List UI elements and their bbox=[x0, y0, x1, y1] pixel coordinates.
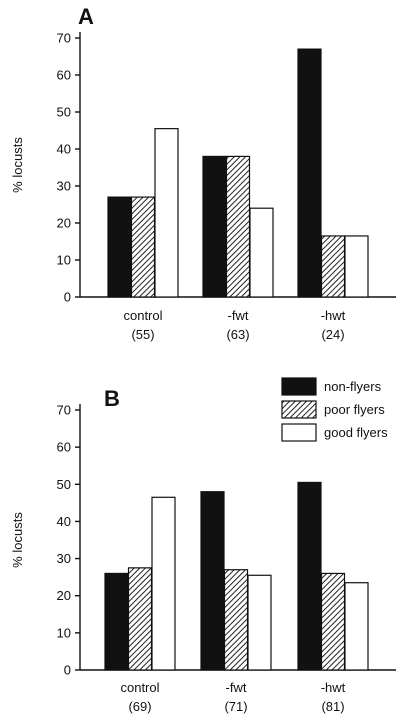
sample-size-label: (63) bbox=[226, 327, 249, 342]
bar-poor-flyers bbox=[320, 572, 346, 671]
category-label: -fwt bbox=[226, 680, 247, 695]
bar-good-flyers bbox=[249, 207, 274, 298]
y-tick-label: 10 bbox=[57, 625, 71, 640]
category-label: -hwt bbox=[321, 308, 346, 323]
y-tick-label: 30 bbox=[57, 551, 71, 566]
bar-poor-flyers bbox=[225, 155, 251, 298]
sample-size-label: (55) bbox=[131, 327, 154, 342]
sample-size-label: (71) bbox=[224, 699, 247, 714]
y-tick-label: 40 bbox=[57, 142, 71, 157]
bar-good-flyers bbox=[154, 128, 179, 298]
legend-label: poor flyers bbox=[324, 402, 385, 417]
bar-poor-flyers bbox=[320, 235, 346, 298]
y-tick-label: 20 bbox=[57, 216, 71, 231]
sample-size-label: (24) bbox=[321, 327, 344, 342]
y-tick-label: 60 bbox=[57, 440, 71, 455]
category-label: control bbox=[120, 680, 159, 695]
bar-poor-flyers bbox=[130, 196, 156, 298]
y-tick-label: 70 bbox=[57, 403, 71, 418]
bar-non-flyers bbox=[202, 155, 227, 298]
y-tick-label: 50 bbox=[57, 477, 71, 492]
bar-non-flyers bbox=[297, 48, 322, 298]
y-tick-label: 0 bbox=[64, 663, 71, 678]
bar-good-flyers bbox=[344, 582, 369, 671]
y-tick-label: 30 bbox=[57, 179, 71, 194]
category-label: control bbox=[123, 308, 162, 323]
panel-b-chart: B 0 10 20 30 40 50 60 70 % locusts control (69) -fwt… bbox=[10, 386, 396, 714]
bar-poor-flyers bbox=[223, 569, 249, 671]
sample-size-label: (81) bbox=[321, 699, 344, 714]
y-tick-label: 60 bbox=[57, 68, 71, 83]
legend-swatch-poor-flyers bbox=[281, 400, 317, 419]
bar-poor-flyers bbox=[127, 567, 153, 671]
category-label: -hwt bbox=[321, 680, 346, 695]
bar-non-flyers bbox=[297, 481, 322, 671]
y-axis-title: % locusts bbox=[10, 137, 25, 193]
y-tick-label: 20 bbox=[57, 588, 71, 603]
category-label: -fwt bbox=[228, 308, 249, 323]
y-axis-title: % locusts bbox=[10, 512, 25, 568]
bar-good-flyers bbox=[151, 496, 176, 671]
y-tick-label: 40 bbox=[57, 514, 71, 529]
y-tick-label: 10 bbox=[57, 253, 71, 268]
sample-size-label: (69) bbox=[128, 699, 151, 714]
legend-swatch-non-flyers bbox=[281, 377, 317, 396]
y-tick-label: 50 bbox=[57, 105, 71, 120]
panel-letter: B bbox=[104, 386, 120, 411]
bar-non-flyers bbox=[200, 491, 225, 671]
bar-non-flyers bbox=[104, 572, 129, 671]
y-tick-label: 70 bbox=[57, 31, 71, 46]
legend-label: non-flyers bbox=[324, 379, 382, 394]
y-tick-label: 0 bbox=[64, 290, 71, 305]
bar-non-flyers bbox=[107, 196, 132, 298]
panel-letter: A bbox=[78, 4, 94, 29]
panel-a-chart: A 0 10 20 30 40 50 60 70 % locusts control (55) -fwt… bbox=[10, 4, 396, 342]
legend-swatch-good-flyers bbox=[281, 423, 317, 442]
bar-good-flyers bbox=[344, 235, 369, 298]
legend: non-flyers poor flyers good flyers bbox=[281, 377, 388, 442]
bar-good-flyers bbox=[247, 574, 272, 671]
legend-label: good flyers bbox=[324, 425, 388, 440]
